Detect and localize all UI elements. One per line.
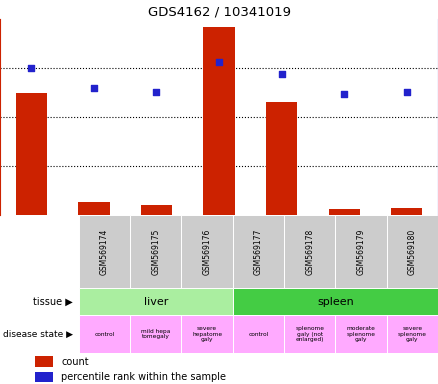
Text: GSM569178: GSM569178: [305, 228, 314, 275]
Bar: [79, 215, 130, 288]
Text: count: count: [61, 357, 89, 367]
Bar: [78, 202, 110, 215]
Bar: [391, 208, 422, 215]
Bar: [79, 315, 130, 353]
Title: GDS4162 / 10341019: GDS4162 / 10341019: [148, 5, 290, 18]
Bar: [387, 315, 438, 353]
Text: GSM569175: GSM569175: [151, 228, 160, 275]
Bar: [266, 103, 297, 215]
Text: GSM569174: GSM569174: [100, 228, 109, 275]
Text: GSM569176: GSM569176: [203, 228, 212, 275]
Text: liver: liver: [144, 296, 168, 306]
Text: GSM569180: GSM569180: [408, 228, 417, 275]
Point: [90, 84, 97, 91]
Bar: [336, 315, 387, 353]
Text: control: control: [248, 331, 268, 336]
Text: GSM569177: GSM569177: [254, 228, 263, 275]
Text: moderate
splenome
galy: moderate splenome galy: [346, 326, 375, 342]
Bar: [79, 288, 233, 315]
Bar: [16, 93, 47, 215]
Bar: [284, 315, 336, 353]
Text: mild hepa
tomegaly: mild hepa tomegaly: [141, 329, 170, 339]
Bar: [130, 315, 181, 353]
Bar: [181, 215, 233, 288]
Point: [28, 65, 35, 71]
Text: severe
splenome
galy: severe splenome galy: [398, 326, 427, 342]
Bar: [284, 215, 336, 288]
Text: control: control: [94, 331, 115, 336]
Text: tissue ▶: tissue ▶: [33, 296, 73, 306]
Point: [215, 59, 223, 65]
Text: spleen: spleen: [317, 296, 354, 306]
Bar: [35, 356, 53, 367]
Point: [153, 89, 160, 95]
Text: percentile rank within the sample: percentile rank within the sample: [61, 372, 226, 382]
Bar: [328, 209, 360, 215]
Bar: [141, 205, 172, 215]
Text: severe
hepatome
galy: severe hepatome galy: [192, 326, 222, 342]
Bar: [233, 288, 438, 315]
Bar: [233, 215, 284, 288]
Bar: [181, 315, 233, 353]
Bar: [233, 315, 284, 353]
Bar: [336, 215, 387, 288]
Text: disease state ▶: disease state ▶: [3, 329, 73, 339]
Point: [278, 71, 285, 77]
Bar: [387, 215, 438, 288]
Text: splenome
galy (not
enlarged): splenome galy (not enlarged): [295, 326, 324, 342]
Text: GSM569179: GSM569179: [357, 228, 366, 275]
Bar: [130, 215, 181, 288]
Bar: [203, 27, 235, 215]
Point: [341, 91, 348, 97]
Bar: [35, 372, 53, 382]
Point: [403, 89, 410, 95]
